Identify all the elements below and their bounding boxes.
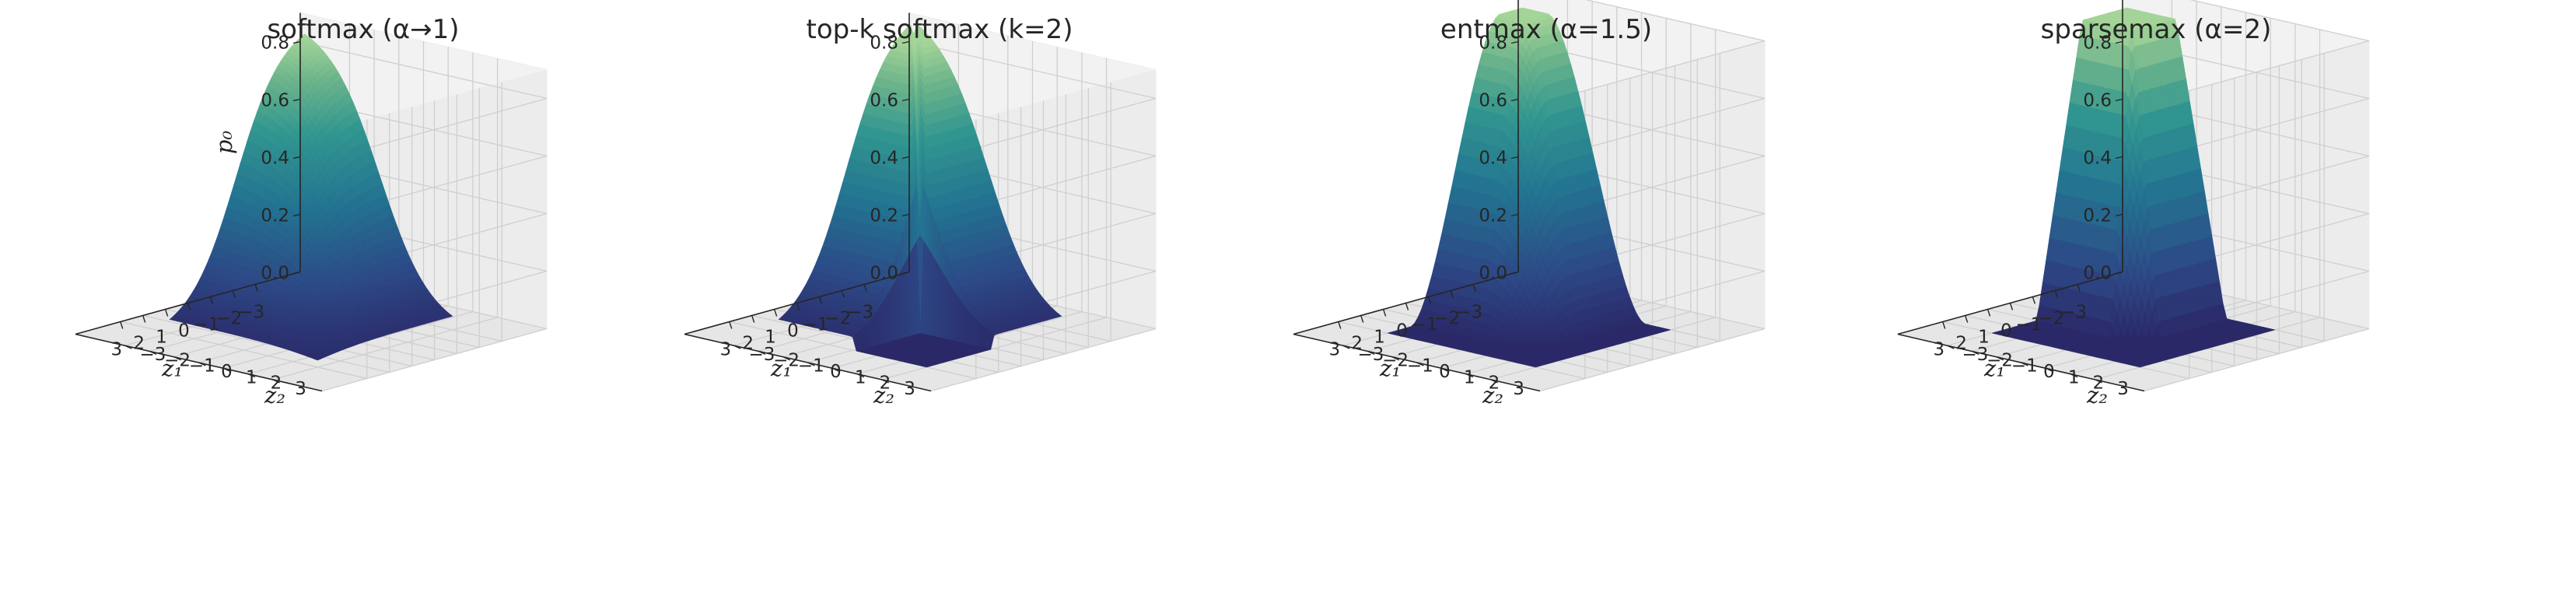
y-tick-label: 2 [1489, 373, 1500, 394]
z-tick-label: 0.4 [261, 149, 289, 169]
y-tick-label: 0 [221, 362, 233, 382]
x-tick-label: −3 [238, 303, 264, 323]
y-tick-label: 0 [2043, 362, 2055, 382]
z-tick-label: 0.2 [261, 206, 289, 226]
y-tick-label: 1 [1464, 367, 1475, 387]
z-tick-label: 0.6 [2083, 91, 2112, 111]
z-tick-label: 0.8 [261, 33, 289, 54]
y-tick-label: 1 [2068, 367, 2080, 387]
chart-title: top-k softmax (k=2) [807, 14, 1073, 45]
x-axis-label: z₁ [161, 356, 183, 382]
y-tick-label: −2 [164, 350, 191, 370]
x-tick-label: 0 [1396, 321, 1408, 342]
y-tick-label: −2 [773, 350, 800, 370]
x-tick-label: 3 [1933, 340, 1944, 360]
z-tick-label: 0.6 [1479, 91, 1507, 111]
panel-1: 3 2 1 0 −1−2−3−3−2−1 0 1 2 30.00.20.40.60.8z₁z₂p… [75, 12, 548, 408]
y-tick-label: −3 [139, 345, 166, 365]
chart-title: softmax (α→1) [267, 14, 459, 45]
panel-2: 3 2 1 0 −1−2−3−3−2−1 0 1 2 30.00.20.40.60.8z₁z₂t… [684, 12, 1157, 408]
x-tick-label: −3 [2060, 303, 2087, 323]
x-tick-label: −2 [824, 309, 851, 329]
y-tick-label: 0 [830, 362, 842, 382]
y-tick-label: −1 [189, 356, 215, 377]
y-tick-label: −2 [1382, 350, 1409, 370]
z-tick-label: 0.4 [870, 149, 898, 169]
y-tick-label: 3 [295, 379, 306, 399]
z-tick-label: 0.6 [261, 91, 289, 111]
surface [778, 23, 1062, 368]
y-tick-label: −3 [1962, 345, 1988, 365]
x-tick-label: −2 [215, 309, 242, 329]
z-tick-label: 0.0 [1479, 264, 1507, 284]
x-tick-label: 0 [178, 321, 190, 342]
z-tick-label: 0.8 [1479, 33, 1507, 54]
x-axis-label: z₁ [770, 356, 792, 382]
y-axis-label: z₂ [2086, 382, 2108, 408]
y-axis-label: z₂ [1482, 382, 1503, 408]
surface [169, 33, 453, 361]
y-tick-label: 1 [855, 367, 866, 387]
y-tick-label: 3 [904, 379, 915, 399]
panel-4: 3210−1−2−3−3−2−101230.00.20.40.60.81.0z₁… [1897, 0, 2370, 408]
z-tick-label: 0.8 [2083, 33, 2112, 54]
panel-3: 3210−1−2−3−3−2−101230.00.20.40.60.81.0z₁… [1293, 0, 1766, 408]
z-tick-label: 0.4 [1479, 149, 1507, 169]
x-axis-label: z₁ [1379, 356, 1401, 382]
z-tick-label: 0.0 [2083, 264, 2112, 284]
y-tick-label: 3 [1513, 379, 1524, 399]
x-tick-label: 2 [742, 334, 754, 354]
x-tick-label: −3 [1456, 303, 1482, 323]
z-tick-label: 0.4 [2083, 149, 2112, 169]
x-tick-label: 2 [1955, 334, 1967, 354]
y-axis-label: z₂ [264, 382, 285, 408]
y-tick-label: −1 [1407, 356, 1433, 377]
y-tick-label: 2 [2093, 373, 2105, 394]
x-axis-label: z₁ [1983, 356, 2005, 382]
y-tick-label: −1 [2011, 356, 2038, 377]
x-tick-label: −2 [1433, 309, 1460, 329]
y-tick-label: 2 [880, 373, 891, 394]
y-tick-label: 1 [246, 367, 257, 387]
x-tick-label: 0 [787, 321, 799, 342]
y-tick-label: −3 [1357, 345, 1384, 365]
x-tick-label: 3 [719, 340, 731, 360]
y-axis-label: z₂ [873, 382, 894, 408]
x-tick-label: 2 [133, 334, 145, 354]
z-tick-label: 0.2 [1479, 206, 1507, 226]
chart-title: entmax (α=1.5) [1440, 14, 1652, 45]
y-tick-label: −3 [748, 345, 775, 365]
y-tick-label: 0 [1439, 362, 1451, 382]
z-tick-label: 0.0 [870, 264, 898, 284]
x-tick-label: −3 [847, 303, 873, 323]
x-tick-label: −1 [2015, 315, 2042, 335]
y-tick-label: −2 [1986, 350, 2013, 370]
z-axis-label: p₀ [211, 131, 237, 155]
x-tick-label: −1 [1411, 315, 1437, 335]
y-tick-label: 3 [2117, 379, 2129, 399]
x-tick-label: 0 [2000, 321, 2012, 342]
surface [1388, 7, 1671, 368]
z-tick-label: 0.6 [870, 91, 898, 111]
y-tick-label: −1 [798, 356, 824, 377]
x-tick-label: −1 [802, 315, 828, 335]
x-tick-label: 3 [110, 340, 122, 360]
z-tick-label: 0.2 [870, 206, 898, 226]
x-tick-label: −2 [2038, 309, 2064, 329]
x-tick-label: 3 [1328, 340, 1340, 360]
y-tick-label: 2 [271, 373, 282, 394]
x-tick-label: 2 [1351, 334, 1363, 354]
z-tick-label: 0.0 [261, 264, 289, 284]
x-tick-label: 1 [1978, 328, 1990, 348]
x-tick-label: 1 [156, 328, 167, 348]
x-tick-label: 1 [1374, 328, 1385, 348]
z-tick-label: 0.8 [870, 33, 898, 54]
x-tick-label: −1 [193, 315, 219, 335]
z-tick-label: 0.2 [2083, 206, 2112, 226]
chart-title: sparsemax (α=2) [2041, 14, 2272, 45]
x-tick-label: 1 [765, 328, 776, 348]
